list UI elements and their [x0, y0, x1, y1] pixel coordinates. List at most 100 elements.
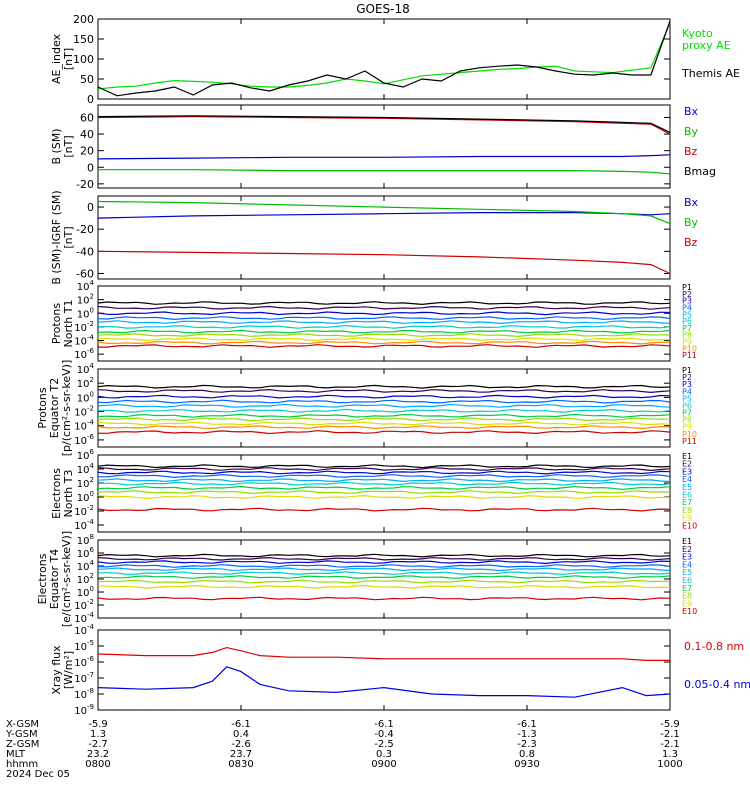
legend-entry: E1: [682, 537, 692, 546]
y-tick-label: 20: [80, 145, 94, 158]
footer-value: 0930: [514, 759, 539, 770]
series-line: [97, 481, 671, 486]
series-line: [97, 384, 671, 389]
footer-value: -6.1: [231, 719, 251, 730]
y-tick-label: 10-5: [74, 639, 94, 653]
panel-bigrf: -60 -40 -20 0 B (SM)-IGRF (SM)[nT] Bx By Bz: [50, 190, 699, 284]
y-tick-label: 40: [80, 128, 94, 141]
footer-value: -2.7: [88, 739, 108, 750]
series-line: [97, 553, 671, 558]
series-line: [97, 560, 671, 565]
legend-entry: E4: [682, 560, 692, 569]
legend-entry: Bz: [684, 236, 698, 249]
footer-value: 0900: [371, 759, 396, 770]
series-line: [97, 388, 671, 394]
series-line: [97, 478, 671, 483]
series-line: [97, 250, 671, 275]
series-line: [97, 556, 671, 561]
y-tick-label: 10-6: [74, 347, 94, 361]
y-tick-label: 108: [77, 533, 94, 547]
y-tick-label: 100: [77, 306, 94, 320]
y-tick-label: 100: [77, 390, 94, 404]
legend-entry: E8: [682, 506, 692, 515]
series-line: [97, 417, 671, 422]
y-tick-label: 104: [77, 362, 95, 376]
legend-entry: P5: [682, 310, 692, 319]
footer-value: -1.3: [517, 729, 537, 740]
legend-entry: Bmag: [684, 165, 716, 178]
y-tick-label: 10-4: [74, 334, 94, 348]
y-tick-label: 10-4: [74, 623, 94, 637]
y-tick-label: 10-7: [74, 671, 94, 685]
panel-bsm: -20 0 20 40 60 B (SM)[nT] Bx By Bz Bmag: [50, 104, 716, 191]
footer-value: 0.8: [519, 749, 535, 760]
legend-entry: E4: [682, 475, 692, 484]
series-line: [97, 324, 671, 329]
series-line: [97, 115, 671, 133]
series-line: [97, 22, 671, 90]
series-line: [98, 169, 671, 175]
panel-frame: [97, 539, 671, 619]
footer-value: -6.1: [517, 719, 537, 730]
y-tick-label: 100: [77, 490, 94, 504]
legend-entry: By: [684, 216, 699, 229]
legend-entry: E10: [682, 521, 697, 530]
y-tick-label: 102: [77, 572, 94, 586]
y-tick-label: 10-6: [74, 655, 94, 669]
legend-entry: E3: [682, 467, 692, 476]
legend-entry: P3: [682, 297, 692, 306]
y-tick-label: -60: [76, 267, 94, 280]
footer-value: -5.9: [660, 719, 680, 730]
legend-entry: P1: [682, 283, 692, 292]
legend-entry: E3: [682, 553, 692, 562]
series-line: [97, 329, 671, 334]
y-tick-label: 60: [80, 111, 94, 124]
panel-frame: [97, 285, 671, 362]
series-line: [97, 394, 671, 399]
legend-entry: Bz: [684, 145, 698, 158]
series-line: [97, 470, 671, 475]
footer-value: -2.1: [660, 729, 680, 740]
legend-entry: P7: [682, 324, 692, 333]
legend-entry: Kyoto proxy AE: [682, 27, 731, 52]
legend-entry: By: [684, 125, 699, 138]
footer-value: -2.1: [660, 739, 680, 750]
legend-entry: P6: [682, 317, 692, 326]
y-tick-label: -40: [76, 245, 94, 258]
panel-ee: 10-410-2100102104106108ElectronsEquator …: [36, 531, 697, 627]
y-tick-label: 10-2: [74, 504, 94, 518]
legend-entry: P10: [682, 430, 697, 439]
legend-entry: E7: [682, 498, 692, 507]
footer-row-label: X-GSM: [6, 719, 39, 730]
y-tick-label: 10-9: [74, 703, 94, 717]
y-tick-label: 10-2: [74, 405, 94, 419]
footer-value: -2.5: [374, 739, 394, 750]
panel-ae: 0 50 100 150 200 AE_index[nT] Kyoto proxy AE The…: [50, 13, 740, 106]
legend-entry: P1: [682, 366, 692, 375]
legend-entry: P3: [682, 380, 692, 389]
footer-value: -0.4: [374, 729, 394, 740]
footer-value: -6.1: [374, 719, 394, 730]
series-line: [97, 212, 671, 219]
y-tick-label: -20: [76, 223, 94, 236]
footer-value: -2.3: [517, 739, 537, 750]
legend-entry: P4: [682, 303, 692, 312]
series-line: [97, 408, 671, 413]
y-tick-label: 200: [73, 13, 94, 26]
series-line: [97, 473, 671, 479]
legend-entry: P9: [682, 423, 692, 432]
series-line: [97, 333, 671, 338]
footer-value: 23.7: [230, 749, 252, 760]
series-line: [97, 305, 671, 310]
legend-entry: P10: [682, 344, 697, 353]
legend-entry: Themis AE: [681, 67, 740, 80]
series-line: [97, 485, 671, 490]
series-line: [97, 399, 671, 404]
legend-entry: Bx: [684, 105, 699, 118]
series-line: [97, 20, 671, 97]
footer-value: 1000: [657, 759, 682, 770]
series-line: [97, 421, 671, 426]
legend-entry: E9: [682, 599, 692, 608]
y-tick-label: 102: [77, 376, 94, 390]
y-tick-label: -20: [76, 178, 94, 191]
